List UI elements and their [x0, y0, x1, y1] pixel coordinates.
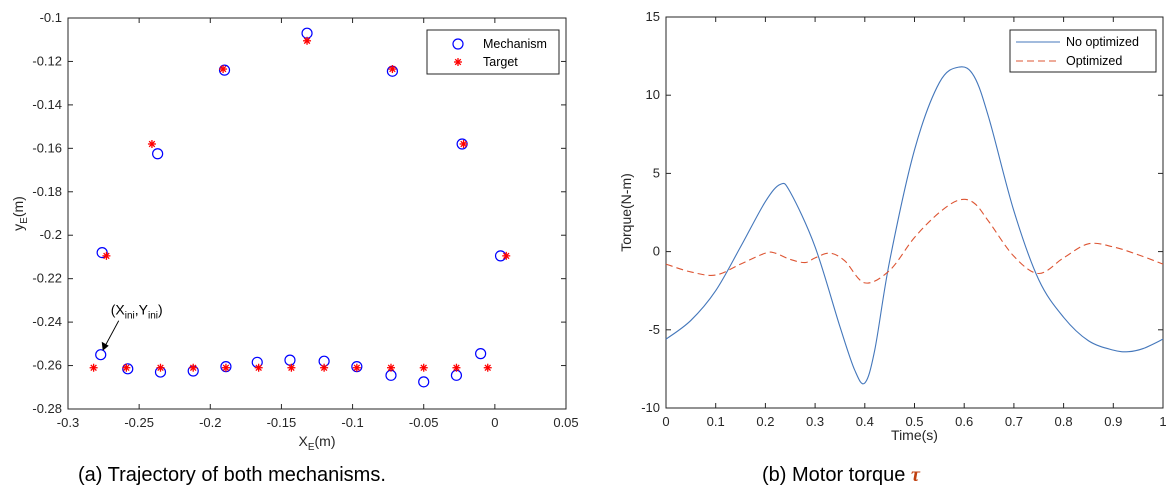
target-point — [452, 363, 461, 372]
chart-a: -0.3 -0.25 -0.2 -0.15 -0.1 -0.05 0 0.05 -0.1 -0.1… — [10, 10, 579, 486]
target-point — [459, 139, 468, 148]
y-tick-label: -0.26 — [32, 358, 62, 373]
x-tick-label: 0.4 — [856, 414, 874, 429]
x-tick-label: 0.6 — [955, 414, 973, 429]
y-tick-label: -0.28 — [32, 401, 62, 416]
y-axis-label: Torque(N-m) — [618, 173, 634, 252]
mechanism-point — [96, 247, 108, 259]
y-tick-label: -0.1 — [40, 10, 62, 25]
no-optimized-line — [665, 66, 1164, 385]
x-tick-label: 0.2 — [756, 414, 774, 429]
target-point — [320, 363, 329, 372]
target-point — [221, 363, 230, 372]
y-tick-label: -5 — [648, 322, 660, 337]
x-tick-label: 0.8 — [1055, 414, 1073, 429]
target-point — [219, 65, 228, 74]
x-tick-label: -0.3 — [57, 415, 79, 430]
mechanism-point — [284, 354, 296, 366]
y-tick-label: -0.2 — [40, 227, 62, 242]
x-tick-label: 0.1 — [707, 414, 725, 429]
target-point — [419, 363, 428, 372]
x-axis-label: Time(s) — [891, 427, 938, 443]
target-point — [122, 363, 131, 372]
chart-b: 0 0.1 0.2 0.3 0.4 0.5 0.6 0.7 0.8 0.9 1 15 10 5 0 -5 -10… — [618, 9, 1167, 486]
y-tick-label: 0 — [653, 244, 660, 259]
x-tick-label: -0.2 — [199, 415, 221, 430]
x-tick-label: 0 — [662, 414, 669, 429]
target-point — [89, 363, 98, 372]
mechanism-point — [95, 349, 107, 361]
target-point — [287, 363, 296, 372]
y-axis-label: yE(m) — [10, 196, 30, 231]
target-point — [147, 139, 156, 148]
x-tick-label: -0.15 — [267, 415, 297, 430]
x-tick-label: -0.05 — [409, 415, 439, 430]
legend-box — [426, 29, 560, 75]
x-tick-label: 0.5 — [905, 414, 923, 429]
legend-optimized-label: Optimized — [1066, 54, 1122, 68]
target-point — [386, 363, 395, 372]
y-tick-label: -0.16 — [32, 140, 62, 155]
target-point — [502, 251, 511, 260]
mechanism-point — [152, 148, 164, 160]
legend-mechanism-label: Mechanism — [483, 37, 547, 51]
x-tick-label: 0.05 — [553, 415, 578, 430]
mechanism-point — [218, 64, 231, 76]
legend: Mechanism Target — [426, 29, 560, 75]
optimized-line — [665, 198, 1164, 284]
y-tick-label: -10 — [641, 400, 660, 415]
plot-frame — [67, 17, 567, 410]
x-tick-label: -0.25 — [124, 415, 154, 430]
annotation-arrow-line — [104, 320, 120, 347]
caption-a: (a) Trajectory of both mechanisms. — [78, 464, 386, 486]
target-point — [483, 363, 492, 372]
mechanism-point — [418, 376, 430, 388]
y-tick-label: 10 — [646, 87, 660, 102]
x-tick-label: -0.1 — [341, 415, 363, 430]
target-point — [303, 36, 312, 45]
target-point — [189, 363, 198, 372]
target-point — [388, 65, 397, 74]
y-tick-label: -0.14 — [32, 97, 62, 112]
x-tick-label: 1 — [1159, 414, 1166, 429]
caption-b: (b) Motor torque τ — [762, 464, 921, 486]
y-tick-label: -0.12 — [32, 53, 62, 68]
x-tick-label: 0.9 — [1104, 414, 1122, 429]
legend-target-marker — [454, 58, 462, 66]
target-point — [156, 363, 165, 372]
y-tick-label: -0.24 — [32, 314, 62, 329]
legend-target-label: Target — [483, 55, 518, 69]
legend-no-optimized-label: No optimized — [1066, 35, 1139, 49]
y-tick-label: 5 — [653, 165, 660, 180]
x-tick-label: 0.7 — [1005, 414, 1023, 429]
mechanism-point — [122, 363, 134, 375]
annotation-arrow-head — [101, 341, 109, 351]
legend: No optimized Optimized — [1009, 29, 1157, 73]
x-tick-label: 0.3 — [806, 414, 824, 429]
mechanism-point — [475, 348, 487, 360]
plot-frame — [665, 16, 1164, 409]
x-axis-label: XE(m) — [298, 433, 335, 453]
y-tick-label: -0.18 — [32, 184, 62, 199]
y-tick-label: -0.22 — [32, 271, 62, 286]
annotation-label: (Xini,Yini) — [111, 302, 163, 322]
legend-box — [1009, 29, 1157, 73]
legend-mechanism-marker — [452, 38, 464, 50]
target-point — [102, 251, 111, 260]
target-point — [352, 363, 361, 372]
y-tick-label: 15 — [646, 9, 660, 24]
target-point — [254, 363, 263, 372]
x-tick-label: 0 — [491, 415, 498, 430]
